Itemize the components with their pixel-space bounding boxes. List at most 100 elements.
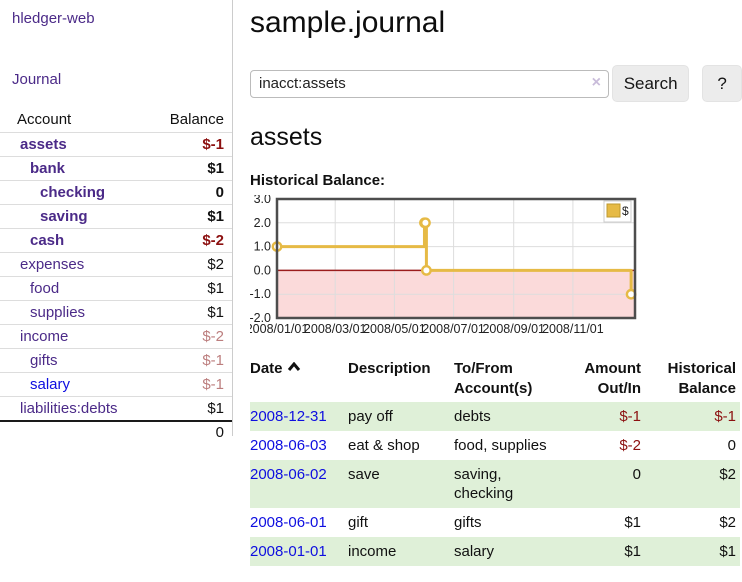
transaction-amount: $-1 bbox=[560, 402, 645, 431]
account-balance: $-2 bbox=[151, 324, 232, 349]
account-balance: $-1 bbox=[151, 132, 232, 157]
transaction-description: save bbox=[348, 460, 454, 508]
account-link[interactable]: cash bbox=[30, 232, 65, 249]
transaction-date-link[interactable]: 2008-01-01 bbox=[250, 543, 327, 560]
transaction-row: 2008-06-02 save saving, checking 0 $2 bbox=[250, 460, 740, 508]
account-row: supplies $1 bbox=[0, 300, 232, 325]
account-link[interactable]: saving bbox=[40, 208, 88, 225]
transaction-description: income bbox=[348, 537, 454, 566]
historical-balance-chart: $3.0 2.0 1.0 0.0 -1.0 -2.02008/01/012008/03/0… bbox=[250, 195, 637, 336]
account-link[interactable]: checking bbox=[40, 184, 106, 201]
svg-text:2008/11/01: 2008/11/01 bbox=[542, 322, 604, 336]
app-brand-link[interactable]: hledger-web bbox=[12, 10, 95, 27]
transaction-date: 2008-06-01 bbox=[250, 508, 348, 537]
column-header-date[interactable]: Date bbox=[250, 356, 348, 402]
account-link[interactable]: liabilities:debts bbox=[20, 399, 118, 417]
account-link[interactable]: bank bbox=[30, 160, 66, 177]
svg-text:-2.0: -2.0 bbox=[250, 311, 271, 325]
transaction-balance: $-1 bbox=[645, 402, 740, 431]
account-row: gifts $-1 bbox=[0, 348, 232, 373]
account-row: assets $-1 bbox=[0, 132, 232, 157]
account-balance: $1 bbox=[151, 396, 232, 421]
transaction-accounts: salary bbox=[454, 537, 560, 566]
accounts-total-row: 0 bbox=[0, 419, 232, 443]
transaction-balance: $1 bbox=[645, 537, 740, 566]
svg-text:$: $ bbox=[622, 204, 629, 218]
account-link[interactable]: supplies bbox=[30, 304, 86, 321]
svg-text:2008/07/01: 2008/07/01 bbox=[422, 322, 485, 336]
clear-search-icon[interactable]: × bbox=[591, 73, 601, 91]
account-link[interactable]: gifts bbox=[30, 352, 58, 369]
balance-column-header: Balance bbox=[169, 111, 224, 128]
transaction-balance: 0 bbox=[727, 437, 736, 454]
transaction-description: pay off bbox=[348, 402, 454, 431]
transaction-date: 2008-06-03 bbox=[250, 431, 348, 460]
column-header-description: Description bbox=[348, 360, 431, 377]
account-row: food $1 bbox=[0, 276, 232, 301]
transaction-date-link[interactable]: 2008-06-03 bbox=[250, 437, 327, 454]
register-table: Date Description To/From Account(s) Amou… bbox=[250, 356, 740, 566]
transaction-row: 2008-12-31 pay off debts $-1 $-1 bbox=[250, 402, 740, 431]
svg-text:1.0: 1.0 bbox=[254, 240, 271, 254]
transaction-row: 2008-01-01 income salary $1 $1 bbox=[250, 537, 740, 566]
column-header-amount: Amount Out/In bbox=[584, 360, 641, 397]
search-input[interactable] bbox=[250, 69, 609, 98]
svg-text:3.0: 3.0 bbox=[254, 195, 271, 206]
transaction-amount: $-2 bbox=[619, 437, 641, 454]
account-row: bank $1 bbox=[0, 156, 232, 181]
transaction-row: 2008-06-01 gift gifts $1 $2 bbox=[250, 508, 740, 537]
transaction-amount: $1 bbox=[624, 514, 641, 531]
transaction-date-link[interactable]: 2008-06-01 bbox=[250, 514, 327, 531]
transaction-date: 2008-01-01 bbox=[250, 537, 348, 566]
account-balance: $1 bbox=[151, 300, 232, 325]
account-row: checking 0 bbox=[0, 180, 232, 205]
svg-text:2008/01/01: 2008/01/01 bbox=[250, 322, 308, 336]
sort-ascending-icon bbox=[287, 362, 300, 371]
account-row: liabilities:debts $1 bbox=[0, 396, 232, 421]
accounts-total-value: 0 bbox=[151, 419, 232, 443]
account-link[interactable]: food bbox=[30, 280, 60, 297]
sidebar-item-journal[interactable]: Journal bbox=[12, 71, 62, 88]
svg-text:2008/09/01: 2008/09/01 bbox=[482, 322, 545, 336]
account-link[interactable]: expenses bbox=[20, 256, 85, 273]
accounts-table: Account Balance assets $-1 bank $1 checking 0… bbox=[0, 108, 232, 443]
account-balance: $-1 bbox=[151, 372, 232, 397]
svg-text:0.0: 0.0 bbox=[254, 263, 271, 277]
transaction-date: 2008-12-31 bbox=[250, 402, 348, 431]
account-link[interactable]: salary bbox=[30, 376, 71, 393]
account-link[interactable]: assets bbox=[20, 136, 67, 153]
transaction-balance: $2 bbox=[719, 514, 736, 531]
account-heading: assets bbox=[250, 123, 323, 151]
page-title: sample.journal bbox=[250, 6, 446, 39]
svg-text:2.0: 2.0 bbox=[254, 216, 271, 230]
svg-text:2008/03/01: 2008/03/01 bbox=[304, 322, 367, 336]
transaction-amount: $1 bbox=[560, 537, 645, 566]
sidebar: hledger-web Journal Account Balance asse… bbox=[0, 0, 233, 443]
transaction-accounts: food, supplies bbox=[454, 437, 547, 454]
account-balance: $1 bbox=[151, 204, 232, 229]
help-button[interactable]: ? bbox=[702, 65, 742, 102]
account-row: saving $1 bbox=[0, 204, 232, 229]
transaction-accounts: debts bbox=[454, 402, 560, 431]
search-button[interactable]: Search bbox=[611, 65, 690, 102]
account-balance: $-2 bbox=[151, 228, 232, 253]
account-row: income $-2 bbox=[0, 324, 232, 349]
transaction-date: 2008-06-02 bbox=[250, 460, 348, 508]
transaction-description: gift bbox=[348, 514, 369, 531]
column-header-balance: Historical Balance bbox=[667, 360, 736, 397]
transaction-accounts: gifts bbox=[454, 514, 482, 531]
account-balance: $-1 bbox=[151, 348, 232, 373]
svg-text:2008/05/01: 2008/05/01 bbox=[363, 322, 426, 336]
transaction-amount: 0 bbox=[560, 460, 645, 508]
transaction-description: eat & shop bbox=[348, 437, 420, 454]
account-row: cash $-2 bbox=[0, 228, 232, 253]
search-bar: × Search ? bbox=[250, 65, 742, 102]
transaction-balance: $2 bbox=[645, 460, 740, 508]
account-row: salary $-1 bbox=[0, 372, 232, 397]
transaction-row: 2008-06-03 eat & shop food, supplies $-2 0 bbox=[250, 431, 740, 460]
account-balance: $1 bbox=[151, 276, 232, 301]
account-link[interactable]: income bbox=[20, 328, 69, 345]
transaction-date-link[interactable]: 2008-06-02 bbox=[250, 466, 327, 483]
transaction-date-link[interactable]: 2008-12-31 bbox=[250, 408, 327, 425]
accounts-column-header: Account bbox=[17, 111, 72, 128]
